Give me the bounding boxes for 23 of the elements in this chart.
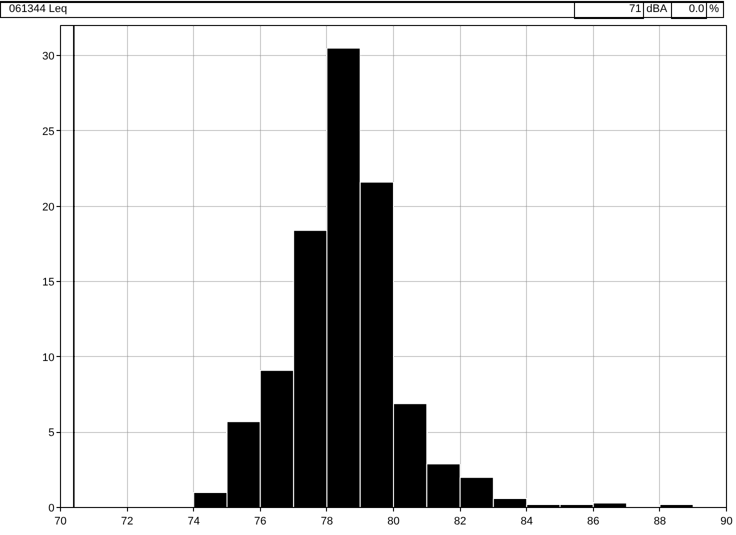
y-tick-label: 15 xyxy=(42,276,55,289)
text: 0.0 xyxy=(671,1,708,19)
x-tick-label: 90 xyxy=(720,516,733,528)
text: dBA xyxy=(645,2,668,17)
x-tick-label: 88 xyxy=(654,516,666,528)
y-tick-label: 20 xyxy=(42,201,55,214)
x-tick-label: 74 xyxy=(188,516,200,528)
x-tick-label: 84 xyxy=(520,516,533,528)
y-tick-label: 0 xyxy=(48,502,55,514)
y-tick-label: 30 xyxy=(42,50,55,63)
x-tick-label: 80 xyxy=(387,516,400,528)
y-tick-label: 5 xyxy=(48,427,55,440)
x-tick-label: 82 xyxy=(454,516,466,528)
y-tick-label: 10 xyxy=(42,352,55,364)
x-tick-label: 78 xyxy=(320,516,334,528)
chart-title: 061344 Leq xyxy=(9,2,68,17)
y-tick-label: 25 xyxy=(42,126,55,138)
text: 71 xyxy=(574,1,644,19)
x-tick-label: 72 xyxy=(120,516,134,528)
x-tick-label: 76 xyxy=(254,516,266,528)
text: % xyxy=(708,2,720,17)
x-tick-label: 86 xyxy=(587,516,600,528)
x-tick-label: 70 xyxy=(54,516,67,528)
